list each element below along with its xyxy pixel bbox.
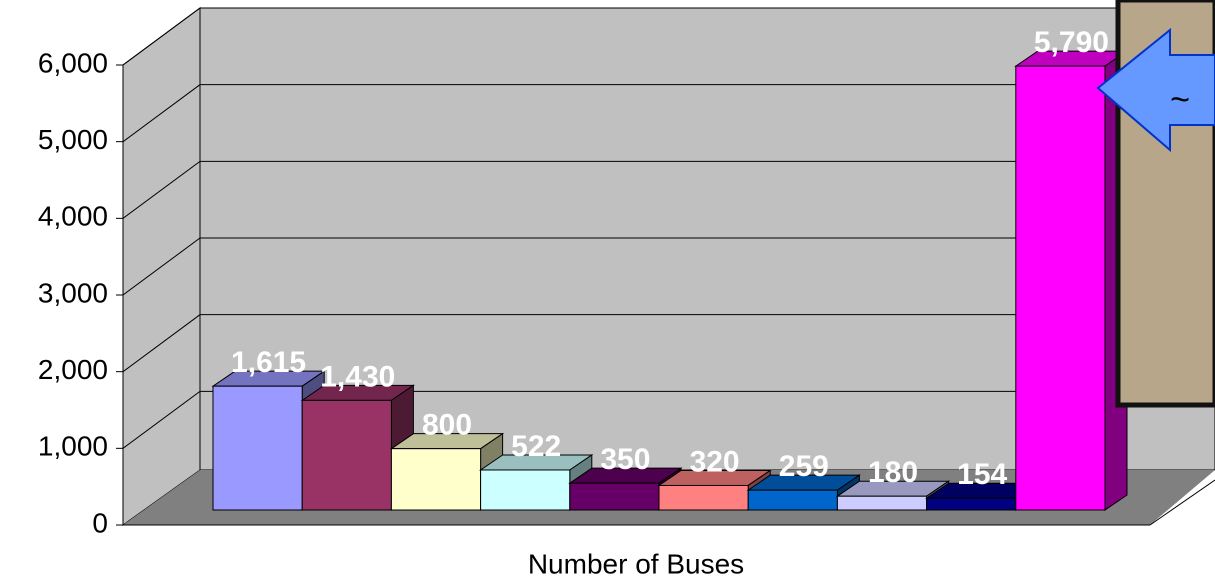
- y-tick-label: 2,000: [38, 354, 108, 385]
- value-label: 350: [600, 443, 650, 476]
- bar-front: [480, 469, 571, 511]
- bar-front: [747, 489, 838, 511]
- arrow: [1096, 27, 1215, 153]
- grid-line: [122, 160, 1215, 219]
- bar-front: [926, 497, 1017, 511]
- bar-front: [658, 484, 749, 511]
- y-tick-label: 5,000: [38, 124, 108, 155]
- grid-line: [122, 237, 1215, 296]
- value-label: 1,430: [320, 360, 395, 393]
- bar-front: [569, 482, 660, 511]
- grid-line: [122, 7, 1215, 66]
- y-tick-label: 0: [92, 507, 108, 538]
- bar-front: [1015, 65, 1106, 511]
- bar-front: [301, 399, 392, 511]
- bar-front: [212, 385, 303, 511]
- y-tick-label: 4,000: [38, 201, 108, 232]
- y-tick-label: 3,000: [38, 277, 108, 308]
- value-label: 1,615: [231, 346, 306, 379]
- bar: [835, 480, 951, 511]
- value-label: 259: [779, 450, 829, 483]
- value-label: 320: [690, 445, 740, 478]
- y-tick-label: 1,000: [38, 431, 108, 462]
- value-label: 522: [511, 430, 561, 463]
- floor-edge: [1149, 479, 1215, 526]
- grid-line: [122, 84, 1215, 143]
- value-label: 5,790: [1034, 26, 1109, 59]
- bar: [746, 474, 862, 511]
- bars: 1,615 1,430 800 522 350 320 259 180 154 5,790: [211, 26, 1129, 511]
- y-tick-label: 6,000: [38, 47, 108, 78]
- value-label: 800: [422, 409, 472, 442]
- grid-line: [122, 314, 1215, 373]
- grid-line: [122, 390, 1215, 449]
- bar: [389, 432, 505, 511]
- value-label: 154: [957, 458, 1007, 491]
- x-axis-label: Number of Buses: [528, 548, 744, 579]
- bar: [1014, 50, 1129, 511]
- grid: 0 1,000 2,000 3,000 4,000 5,000 6,000: [38, 7, 1215, 538]
- value-label: 180: [868, 456, 918, 489]
- bar-front: [836, 495, 928, 511]
- bar-front: [390, 448, 482, 511]
- annotation: ~: [1170, 81, 1190, 119]
